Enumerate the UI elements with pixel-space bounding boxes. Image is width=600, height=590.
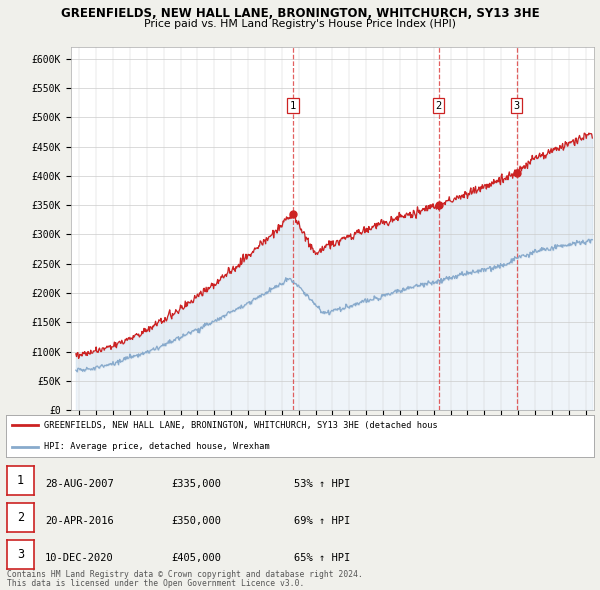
Text: 1: 1 [290,101,296,111]
Text: Contains HM Land Registry data © Crown copyright and database right 2024.: Contains HM Land Registry data © Crown c… [7,571,363,579]
Text: 2: 2 [436,101,442,111]
Text: 3: 3 [17,548,24,562]
Text: 28-AUG-2007: 28-AUG-2007 [45,478,114,489]
Text: £350,000: £350,000 [171,516,221,526]
Text: Price paid vs. HM Land Registry's House Price Index (HPI): Price paid vs. HM Land Registry's House … [144,19,456,29]
Text: 2: 2 [17,511,24,525]
Text: 1: 1 [17,474,24,487]
Text: GREENFIELDS, NEW HALL LANE, BRONINGTON, WHITCHURCH, SY13 3HE (detached hous: GREENFIELDS, NEW HALL LANE, BRONINGTON, … [44,421,438,430]
Text: GREENFIELDS, NEW HALL LANE, BRONINGTON, WHITCHURCH, SY13 3HE: GREENFIELDS, NEW HALL LANE, BRONINGTON, … [61,7,539,20]
Text: 20-APR-2016: 20-APR-2016 [45,516,114,526]
Text: 65% ↑ HPI: 65% ↑ HPI [294,553,350,563]
Text: 3: 3 [514,101,520,111]
Text: £405,000: £405,000 [171,553,221,563]
Text: 10-DEC-2020: 10-DEC-2020 [45,553,114,563]
Text: 53% ↑ HPI: 53% ↑ HPI [294,478,350,489]
Text: This data is licensed under the Open Government Licence v3.0.: This data is licensed under the Open Gov… [7,579,305,588]
Text: £335,000: £335,000 [171,478,221,489]
Text: HPI: Average price, detached house, Wrexham: HPI: Average price, detached house, Wrex… [44,442,270,451]
Text: 69% ↑ HPI: 69% ↑ HPI [294,516,350,526]
